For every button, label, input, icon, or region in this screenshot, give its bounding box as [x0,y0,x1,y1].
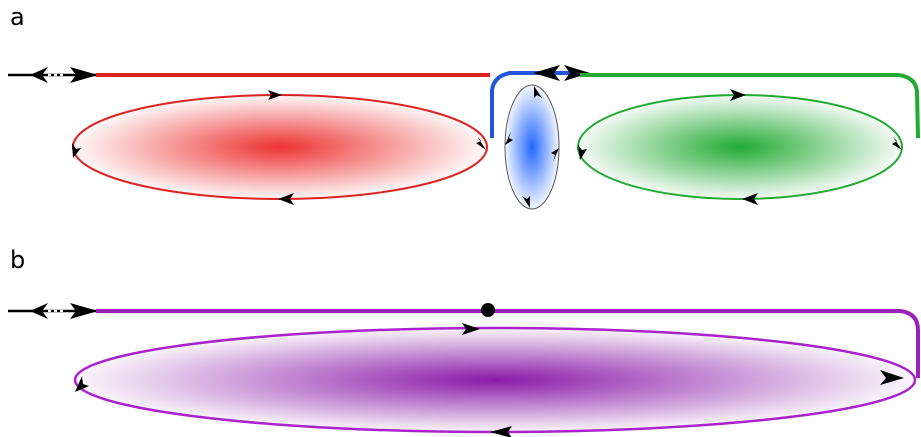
blue-loop-arrow-left-icon [505,131,513,145]
panel-b-inflow [8,303,98,319]
green-loop [577,94,903,200]
blue-loop-arrow-right-icon [551,148,559,162]
blue-branch [490,71,575,210]
green-loop-arrow-left-icon [578,145,587,160]
panel-label-b: b [10,246,25,274]
panel-b: b [8,246,920,437]
inflow-b-arrow-left-icon [30,303,48,319]
green-branch [577,73,920,205]
green-loop-arrow-bottom-icon [742,193,758,205]
red-loop-arrow-right-icon [476,136,486,150]
red-loop-arrow-top-icon [268,90,282,100]
blue-loop-arrow-top-icon [534,86,542,98]
green-loop-arrow-top-icon [730,89,746,101]
green-manifold-line [580,73,920,139]
purple-loop-arrow-left-icon [75,376,89,392]
red-loop-arrow-left-icon [72,143,81,158]
purple-manifold-line [96,309,920,378]
red-branch [72,73,490,205]
inflow-arrow-right-icon [70,67,98,83]
blue-manifold-line [490,71,575,138]
red-loop-arrow-bottom-icon [278,193,294,205]
panel-a-inflow [8,67,98,83]
purple-loop [73,326,917,434]
purple-loop-arrow-top-icon [462,323,480,335]
saddle-arrow-right-icon [564,65,590,81]
green-loop-arrow-right-icon [892,137,902,150]
blue-loop-arrow-bottom-icon [522,196,530,208]
inflow-arrow-left-icon [30,67,48,83]
purple-loop-arrow-bottom-icon [490,426,512,437]
saddle-junction-a [533,65,590,81]
blue-loop [504,84,560,210]
inflow-b-arrow-right-icon [70,303,98,319]
purple-branch [73,303,920,437]
red-loop [72,94,488,200]
panel-label-a: a [10,3,25,31]
fixed-point-dot [481,303,495,317]
purple-loop-arrow-right-icon [880,370,904,385]
saddle-arrow-left-icon [533,65,560,81]
panel-a: a [8,3,920,210]
